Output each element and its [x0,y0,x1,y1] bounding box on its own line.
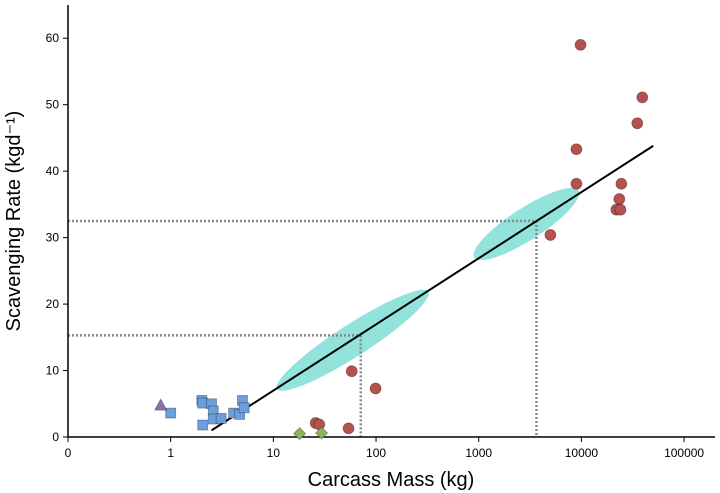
y-tick-label: 50 [46,98,60,112]
x-tick-label: 100000 [664,446,704,460]
data-point [238,402,250,414]
data-point [197,419,209,431]
x-tick-label: 0 [65,446,72,460]
confidence-ellipse [473,187,580,261]
data-point [613,193,626,205]
x-tick-label: 1 [167,446,174,460]
x-axis-title: Carcass Mass (kg) [308,469,475,491]
y-tick-label: 40 [46,164,60,178]
data-point [293,427,307,441]
data-point [615,177,628,190]
data-point [369,382,382,395]
y-axis-title: Scavenging Rate (kgd⁻¹) [3,111,25,332]
x-tick-label: 1000 [465,446,492,460]
data-point [154,398,168,411]
data-point [342,422,355,435]
data-point [165,407,177,419]
data-point [315,426,329,440]
data-point [570,177,583,190]
data-point [345,365,358,378]
data-point [636,91,649,104]
data-point [215,412,227,424]
y-tick-label: 30 [46,231,60,245]
data-point [544,229,557,241]
fit-line [211,145,654,432]
data-point [570,143,583,156]
x-tick-label: 10 [267,446,281,460]
y-tick-label: 0 [52,430,59,444]
y-tick-label: 60 [46,31,60,45]
data-point [614,203,627,216]
x-tick-label: 100 [366,446,386,460]
y-tick-label: 10 [46,364,60,378]
y-tick-label: 20 [46,297,60,311]
data-point [574,38,587,51]
data-point [631,117,644,130]
x-tick-label: 10000 [565,446,599,460]
